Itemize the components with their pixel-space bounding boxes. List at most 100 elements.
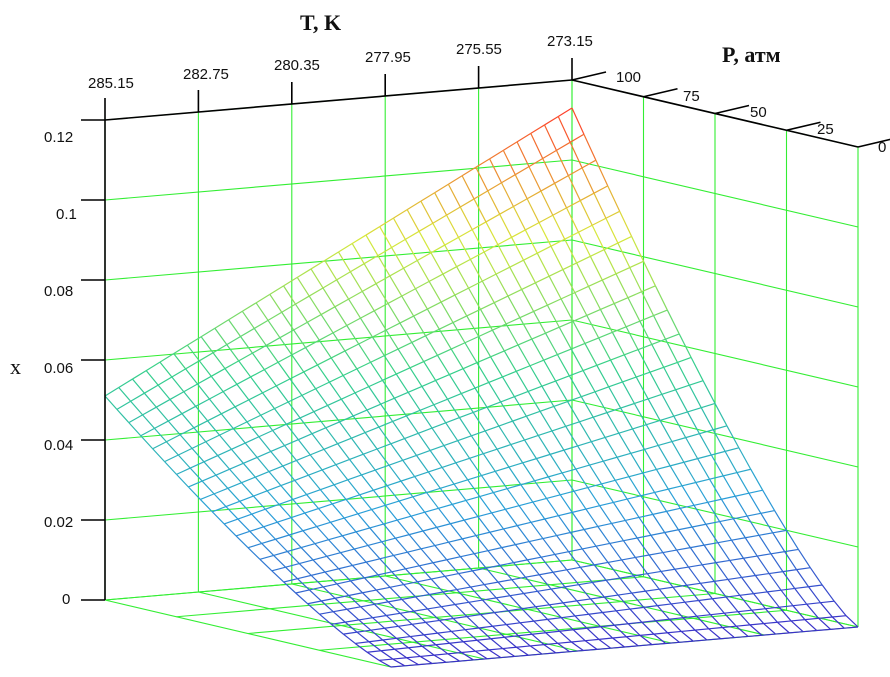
surface-line — [551, 425, 566, 432]
surface-line — [818, 616, 833, 619]
surface-line — [313, 411, 327, 429]
surface-line — [476, 638, 491, 641]
surface-line — [328, 535, 343, 541]
surface-line — [254, 476, 268, 492]
surface-line — [375, 589, 389, 603]
surface-line — [327, 405, 340, 423]
t-tick-label: 273.15 — [547, 33, 593, 50]
surface-line — [273, 550, 288, 557]
surface-line — [466, 315, 480, 337]
surface-line — [625, 320, 641, 328]
surface-line — [256, 450, 272, 458]
surface-line — [664, 338, 678, 363]
surface-line — [517, 344, 531, 367]
surface-line — [653, 309, 668, 317]
surface-line — [266, 485, 282, 492]
surface-line — [540, 553, 555, 558]
surface-line — [715, 562, 729, 580]
surface-line — [423, 632, 438, 636]
surface-line — [447, 653, 460, 662]
surface-line — [656, 465, 671, 471]
surface-line — [255, 471, 270, 478]
surface-line — [397, 341, 413, 350]
surface-line — [118, 387, 132, 402]
surface-line — [372, 617, 385, 629]
surface-line — [696, 614, 711, 617]
surface-line — [277, 354, 293, 363]
surface-line — [443, 588, 457, 593]
surface-line — [438, 328, 452, 350]
surface-line — [715, 559, 730, 564]
surface-line — [557, 107, 573, 117]
surface-line — [642, 468, 657, 474]
surface-line — [440, 606, 454, 619]
surface-line — [647, 398, 661, 421]
surface-line — [232, 428, 246, 444]
surface-line — [519, 317, 533, 340]
surface-line — [585, 638, 599, 642]
surface-line — [519, 310, 534, 319]
surface-line — [469, 259, 483, 282]
surface-line — [396, 635, 411, 639]
surface-line — [530, 518, 545, 523]
surface-line — [408, 647, 421, 657]
surface-line — [540, 556, 554, 573]
surface-line — [669, 617, 684, 620]
surface-line — [444, 244, 458, 267]
surface-line — [384, 627, 397, 639]
surface-line — [779, 605, 794, 608]
surface-line — [263, 526, 276, 540]
surface-line — [187, 336, 202, 346]
surface-line — [104, 387, 120, 397]
surface-line — [599, 309, 613, 333]
surface-line — [689, 547, 703, 566]
surface-line — [671, 437, 686, 443]
surface-line — [495, 266, 511, 275]
surface-line — [427, 471, 441, 489]
surface-line — [259, 554, 274, 560]
surface-line — [300, 543, 316, 549]
surface-line — [406, 655, 421, 659]
surface-line — [539, 411, 553, 432]
surface-line — [532, 497, 547, 503]
surface-line — [573, 627, 587, 631]
surface-line — [390, 665, 405, 668]
p-tick-mark — [571, 71, 607, 81]
surface-line — [509, 259, 524, 268]
surface-line — [488, 647, 503, 651]
surface-line — [355, 641, 370, 645]
surface-line — [673, 415, 687, 438]
surface-line — [461, 538, 475, 555]
surface-line — [318, 508, 331, 523]
surface-line — [738, 447, 752, 470]
surface-line — [564, 238, 578, 264]
surface-line — [379, 217, 394, 228]
surface-line — [587, 487, 601, 507]
surface-line — [568, 551, 581, 568]
surface-line — [581, 167, 595, 194]
surface-line — [547, 476, 561, 496]
surface-line — [643, 449, 657, 470]
surface-line — [354, 642, 368, 653]
surface-line — [386, 480, 402, 487]
surface-line — [648, 554, 662, 572]
surface-line — [289, 371, 305, 380]
surface-line — [246, 414, 261, 423]
surface-line — [482, 599, 495, 614]
surface-line — [309, 586, 324, 591]
surface-line — [265, 503, 280, 510]
surface-line — [307, 603, 320, 615]
surface-line — [264, 361, 279, 371]
surface-line — [326, 555, 340, 570]
surface-line — [401, 288, 416, 297]
surface-line — [449, 523, 463, 540]
surface-line — [406, 551, 420, 567]
surface-line — [668, 485, 683, 490]
surface-line — [430, 244, 446, 254]
surface-line — [611, 519, 626, 525]
surface-line — [301, 395, 315, 413]
surface-line — [701, 564, 715, 582]
surface-line — [659, 420, 673, 442]
surface-line — [516, 365, 531, 372]
surface-line — [757, 553, 772, 557]
